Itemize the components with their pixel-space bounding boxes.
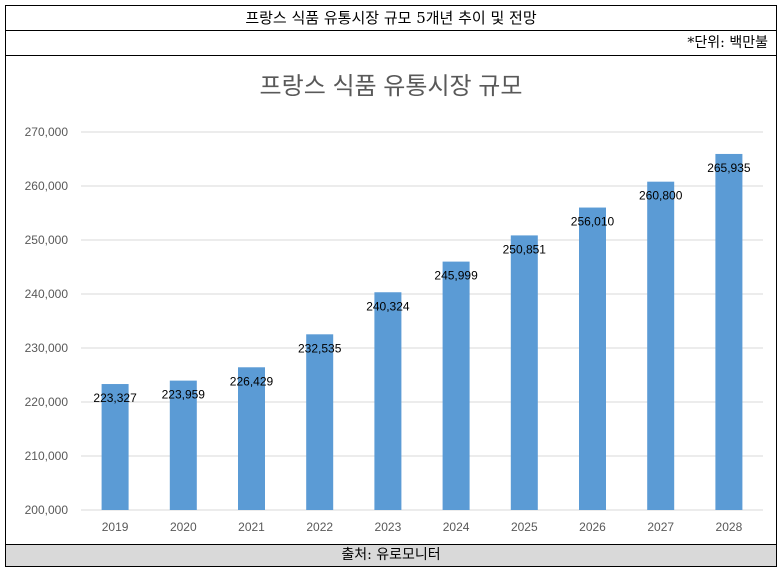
bar-2027 bbox=[647, 181, 675, 510]
x-tick-label: 2022 bbox=[306, 520, 333, 534]
x-tick-label: 2023 bbox=[375, 520, 402, 534]
y-axis-ticks: 200,000 210,000 220,000 230,000 240,000 250,0… bbox=[25, 125, 69, 517]
data-label: 240,324 bbox=[366, 299, 410, 313]
y-tick-label: 240,000 bbox=[25, 287, 69, 301]
x-tick-label: 2027 bbox=[647, 520, 674, 534]
chart-title: 프랑스 식품 유통시장 규모 bbox=[260, 73, 523, 100]
bar-2020 bbox=[169, 380, 197, 510]
y-tick-label: 250,000 bbox=[25, 233, 69, 247]
x-tick-label: 2025 bbox=[511, 520, 538, 534]
x-tick-label: 2028 bbox=[716, 520, 743, 534]
bar-2021 bbox=[238, 367, 265, 510]
bar-2024 bbox=[442, 261, 470, 510]
y-tick-label: 210,000 bbox=[25, 449, 69, 463]
chart-area: 프랑스 식품 유통시장 규모 200,000 210,000 220,000 230,… bbox=[6, 56, 776, 544]
bar-2026 bbox=[579, 207, 606, 510]
x-tick-label: 2019 bbox=[102, 520, 129, 534]
bar-2023 bbox=[374, 292, 402, 510]
x-tick-label: 2024 bbox=[443, 520, 470, 534]
bar-2022 bbox=[306, 334, 334, 510]
data-label: 232,535 bbox=[298, 341, 342, 355]
chart-frame: 프랑스 식품 유통시장 규모 5개년 추이 및 전망 *단위: 백만불 프랑스 … bbox=[5, 5, 777, 567]
x-tick-label: 2021 bbox=[238, 520, 265, 534]
source-footer: 출처: 유로모니터 bbox=[6, 544, 776, 566]
y-tick-label: 200,000 bbox=[25, 503, 69, 517]
bars bbox=[101, 153, 743, 510]
data-label: 226,429 bbox=[230, 374, 274, 388]
y-tick-label: 260,000 bbox=[25, 179, 69, 193]
data-label: 260,800 bbox=[639, 189, 683, 203]
x-tick-label: 2020 bbox=[170, 520, 197, 534]
bar-2028 bbox=[715, 153, 743, 510]
table-title: 프랑스 식품 유통시장 규모 5개년 추이 및 전망 bbox=[6, 6, 776, 31]
x-axis-ticks: 2019 2020 2021 2022 2023 2024 2025 2026 2027 2028 bbox=[102, 520, 743, 534]
y-tick-label: 220,000 bbox=[25, 395, 69, 409]
data-label: 245,999 bbox=[434, 269, 478, 283]
x-tick-label: 2026 bbox=[579, 520, 606, 534]
bar-chart: 프랑스 식품 유통시장 규모 200,000 210,000 220,000 230,… bbox=[25, 73, 763, 534]
data-label: 223,959 bbox=[162, 388, 206, 402]
data-label: 265,935 bbox=[707, 161, 751, 175]
bar-2019 bbox=[101, 384, 129, 510]
unit-label: *단위: 백만불 bbox=[6, 31, 776, 56]
bar-2025 bbox=[510, 235, 538, 510]
data-label: 256,010 bbox=[571, 215, 615, 229]
data-labels: 223,327 223,959 226,429 232,535 240,324 245,9… bbox=[93, 161, 751, 405]
data-label: 250,851 bbox=[503, 242, 547, 256]
y-tick-label: 270,000 bbox=[25, 125, 69, 139]
y-tick-label: 230,000 bbox=[25, 341, 69, 355]
data-label: 223,327 bbox=[93, 391, 137, 405]
